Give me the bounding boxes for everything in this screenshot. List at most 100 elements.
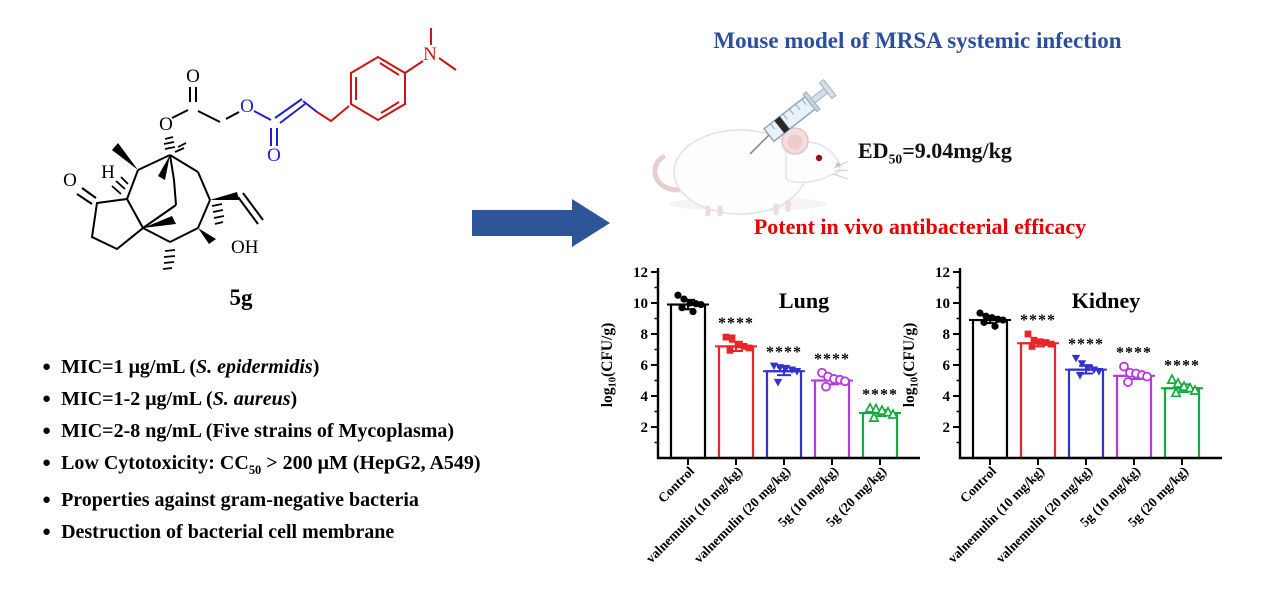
data-point: [1028, 343, 1036, 350]
data-point: [999, 316, 1007, 324]
x-tick-label: valnemulin (20 mg/kg): [691, 464, 793, 566]
data-point: [678, 304, 686, 312]
mouse-eye: [815, 154, 823, 162]
y-tick-label: 10: [633, 296, 648, 312]
data-point: [1172, 377, 1184, 388]
data-point: [728, 334, 736, 342]
data-point: [1142, 371, 1152, 382]
data-point: [882, 405, 894, 417]
bar: [1067, 368, 1105, 460]
data-point: [980, 318, 988, 326]
data-point: [1170, 386, 1182, 398]
y-tick-label: 12: [935, 265, 950, 281]
data-point: [769, 362, 779, 371]
data-point: [876, 404, 888, 415]
atom-label: O: [267, 145, 281, 166]
data-point: [773, 378, 783, 387]
x-tick-label: valnemulin (10 mg/kg): [945, 464, 1047, 566]
data-point: [1077, 360, 1087, 368]
syringe-icon: [749, 79, 837, 155]
data-point: [1119, 361, 1129, 372]
data-point: [1047, 340, 1055, 348]
data-point: [1030, 336, 1038, 344]
significance-label: ****: [766, 344, 802, 361]
data-point: [991, 322, 999, 330]
bullet-item: ● MIC=1 μg/mL (S. epidermidis): [42, 352, 617, 384]
molecule-structure: O H O O O O OH N 5g: [63, 28, 457, 310]
bar: [1115, 374, 1153, 460]
mouse-feet: [705, 199, 791, 217]
significance-label: ****: [1020, 312, 1056, 329]
data-point: [887, 408, 899, 419]
data-point: [686, 299, 694, 307]
data-point: [697, 300, 705, 309]
data-point: [726, 346, 734, 354]
atom-label: O: [240, 96, 254, 117]
chart-title: Kidney: [1072, 288, 1140, 313]
data-point: [1071, 354, 1081, 363]
bullet-text: MIC=1 μg/mL (S. epidermidis): [61, 356, 320, 378]
significance-label: ****: [862, 386, 898, 403]
compound-label: 5g: [230, 285, 254, 310]
molecule-acrylate-bonds: [253, 98, 318, 146]
molecule-hash-bonds: [111, 136, 225, 270]
bullet-icon: ●: [42, 391, 52, 407]
y-tick-label: 10: [935, 296, 950, 312]
axes: [656, 268, 920, 460]
bullet-icon: ●: [42, 492, 52, 508]
data-point: [1184, 381, 1196, 393]
data-point: [722, 333, 730, 341]
mouse-tail: [652, 154, 681, 193]
y-tick-label: 4: [641, 389, 649, 405]
mouse-whiskers: [832, 160, 851, 180]
ed50-value: ED50=9.04mg/kg: [858, 138, 1012, 167]
significance-label: ****: [718, 315, 754, 332]
bullet-text: MIC=2-8 ng/mL (Five strains of Mycoplasm…: [61, 420, 455, 442]
lung-chart: Control **** valnemulin (10 mg/kg) **** valn…: [599, 265, 920, 566]
data-point: [674, 291, 682, 299]
molecule-ester-bonds: [171, 87, 240, 123]
bar: [717, 345, 755, 460]
data-point: [1166, 373, 1178, 384]
x-tick-label: Control: [957, 463, 999, 505]
bullet-item: ● Destruction of bacterial cell membrane: [42, 517, 617, 549]
atom-label: N: [423, 44, 437, 65]
data-point: [1036, 338, 1044, 346]
data-point: [1123, 377, 1133, 387]
bullet-text: MIC=1-2 μg/mL (S. aureus): [61, 388, 298, 410]
bullet-icon: ●: [42, 423, 52, 439]
bar: [971, 318, 1009, 460]
molecule-aryl-bonds: [316, 28, 457, 123]
atom-label: O: [63, 170, 77, 191]
kidney-chart: Control **** valnemulin (10 mg/kg) **** valn…: [901, 265, 1222, 566]
data-point: [745, 344, 753, 352]
y-tick-label: 8: [943, 327, 951, 343]
data-point: [988, 314, 996, 322]
significance-label: ****: [1116, 345, 1152, 362]
axes: [958, 268, 1222, 460]
x-tick-label: valnemulin (10 mg/kg): [643, 464, 745, 566]
data-point: [734, 341, 742, 349]
data-point: [792, 368, 802, 376]
bar: [861, 411, 899, 460]
y-axis-label: log10(CFU/g): [901, 323, 921, 408]
mouse-model-title: Mouse model of MRSA systemic infection: [713, 28, 1122, 53]
mouse-inner-ear: [787, 134, 803, 150]
arrow-icon: [472, 199, 610, 247]
mouse-photo: [648, 78, 851, 223]
atom-label: H: [101, 162, 115, 183]
atom-label: O: [186, 66, 200, 87]
atom-label: OH: [231, 237, 259, 258]
data-point: [1178, 380, 1190, 391]
bullet-text: Destruction of bacterial cell membrane: [61, 521, 395, 543]
data-point: [821, 381, 831, 392]
y-tick-label: 8: [641, 327, 649, 343]
bullet-item: ● Low Cytotoxicity: CC50 > 200 μM (HepG2,…: [42, 448, 617, 485]
data-point: [1094, 368, 1104, 376]
significance-label: ****: [814, 351, 850, 368]
y-tick-label: 6: [943, 358, 951, 374]
y-tick-label: 12: [633, 265, 648, 281]
bar: [1019, 342, 1057, 460]
bullet-icon: ●: [42, 359, 52, 375]
